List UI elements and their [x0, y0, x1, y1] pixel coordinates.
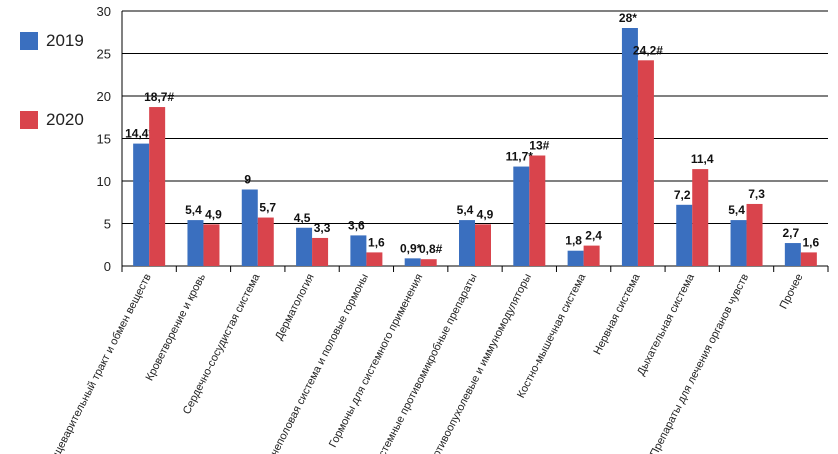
bar-2020-3	[312, 237, 329, 266]
bar-2019-0	[133, 143, 150, 266]
y-tick-label-20: 20	[97, 89, 111, 104]
x-tick-label-4: Мочеполовая система и половые гормоны	[262, 272, 372, 454]
legend-swatch-2019	[20, 32, 38, 50]
x-tick-label-6: Системные противомикробные препараты	[370, 272, 480, 454]
value-label-2020-10: 11,4	[691, 152, 714, 166]
x-tick-label-3: Дерматология	[273, 272, 317, 342]
bar-2020-12	[800, 252, 817, 266]
bar-2020-0	[149, 107, 166, 266]
bar-2019-2	[241, 189, 258, 266]
bar-2020-8	[583, 245, 600, 266]
bar-2020-6	[475, 224, 491, 266]
x-tick-label-11: Препараты для лечения органов чувств	[648, 272, 751, 454]
value-label-2019-0: 14,4*	[125, 127, 153, 141]
value-label-2019-10: 7,2	[674, 188, 691, 202]
value-label-2020-1: 4,9	[205, 207, 222, 221]
bar-2020-2	[257, 217, 274, 266]
bar-2019-8	[567, 250, 584, 266]
value-label-2020-8: 2,4	[585, 229, 602, 243]
y-tick-label-5: 5	[104, 217, 111, 232]
value-label-2020-6: 4,9	[477, 207, 494, 221]
x-tick-label-1: Кроветворение и кровь	[144, 272, 209, 383]
x-tick-label-0: Пищеварительный тракт и обмен веществ	[45, 272, 154, 454]
value-label-2020-5: 0,8#	[419, 242, 443, 256]
x-tick-label-10: Дыхательная система	[635, 271, 697, 377]
x-tick-label-5: Гормоны для системного применения	[327, 272, 425, 450]
bar-2019-9	[621, 28, 638, 266]
value-label-2019-12: 2,7	[783, 226, 800, 240]
value-label-2020-2: 5,7	[259, 201, 276, 215]
legend-item-2020: 2020	[20, 110, 84, 130]
bar-2020-5	[420, 259, 437, 266]
y-tick-label-25: 25	[97, 47, 111, 62]
value-label-2019-1: 5,4	[185, 203, 202, 217]
y-tick-label-10: 10	[97, 174, 111, 189]
x-tick-label-7: Противоопухолевые и иммуномодуляторы	[424, 272, 534, 454]
legend-label-2019: 2019	[46, 31, 84, 50]
value-label-2020-11: 7,3	[748, 187, 765, 201]
value-label-2019-9: 28*	[619, 11, 637, 25]
value-label-2019-11: 5,4	[728, 203, 745, 217]
bar-2019-3	[296, 227, 313, 266]
bar-2020-9	[637, 60, 654, 266]
bar-2020-7	[529, 155, 546, 266]
value-label-2019-7: 11,7*	[506, 150, 534, 164]
bar-2019-6	[459, 220, 475, 266]
y-tick-label-30: 30	[97, 4, 111, 19]
value-label-2019-2: 9	[244, 173, 251, 187]
legend-item-2019: 2019	[20, 31, 84, 51]
bar-2019-10	[676, 204, 693, 266]
bar-2020-1	[203, 224, 220, 266]
value-label-2020-0: 18,7#	[144, 90, 174, 104]
value-label-2020-12: 1,6	[803, 235, 820, 249]
bar-2019-12	[784, 243, 801, 266]
legend-label-2020: 2020	[46, 110, 84, 129]
bar-2020-4	[366, 252, 383, 266]
y-tick-label-15: 15	[97, 132, 111, 147]
bar-2019-11	[730, 220, 747, 266]
x-tick-label-9: Нервная система	[591, 271, 643, 357]
value-label-2020-4: 1,6	[368, 235, 385, 249]
value-label-2019-3: 4,5	[294, 211, 311, 225]
value-label-2019-5: 0,9*	[400, 241, 422, 255]
bar-2019-1	[187, 220, 204, 266]
x-tick-label-12: Прочее	[778, 272, 806, 311]
bar-2020-10	[692, 169, 709, 266]
bar-2019-5	[404, 258, 421, 266]
y-tick-label-0: 0	[104, 259, 111, 274]
bar-2019-4	[350, 235, 367, 266]
value-label-2020-3: 3,3	[314, 221, 331, 235]
bar-2019-7	[513, 166, 530, 266]
value-label-2020-7: 13#	[529, 139, 549, 153]
value-label-2019-8: 1,8	[565, 234, 582, 248]
legend-swatch-2020	[20, 111, 38, 129]
value-label-2019-6: 5,4	[457, 203, 474, 217]
value-label-2019-4: 3,6	[348, 218, 365, 232]
bar-2020-11	[746, 203, 763, 266]
value-label-2020-9: 24,2#	[633, 43, 663, 57]
